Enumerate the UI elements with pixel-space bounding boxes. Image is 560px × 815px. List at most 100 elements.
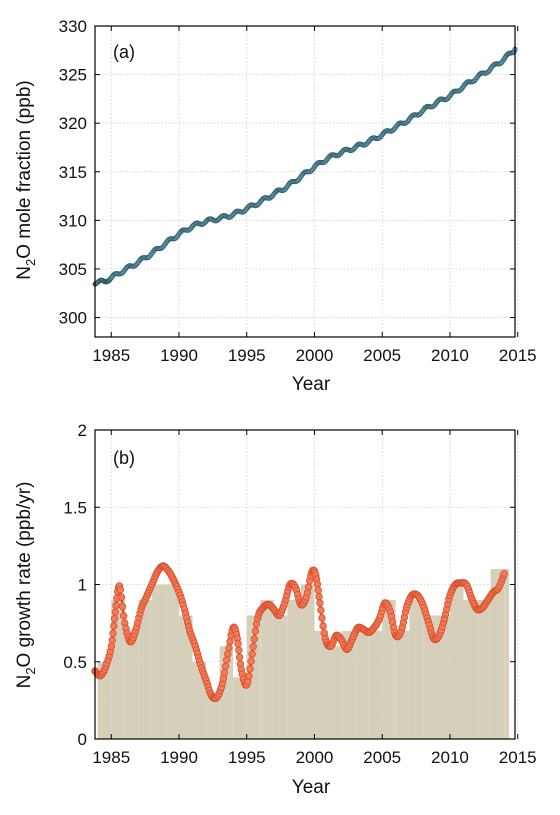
growth-rate-point — [225, 644, 233, 652]
growth-rate-point — [316, 599, 324, 607]
panel-b-y-axis-label-subscript: 2 — [23, 667, 38, 674]
annual-growth-bar — [422, 615, 437, 739]
panel-b-x-ticks: 1985 1990 1995 2000 2005 2010 2015 — [92, 430, 537, 767]
panel-a-x-ticks: 1985 1990 1995 2000 2005 2010 2015 — [92, 26, 537, 365]
annual-growth-bar — [124, 630, 139, 739]
y-tick-label: 2 — [78, 421, 87, 440]
panel-a-plot-frame — [94, 25, 516, 338]
y-tick-label: 320 — [59, 114, 87, 133]
annual-growth-bar — [504, 569, 509, 739]
growth-rate-point — [314, 586, 322, 594]
annual-growth-bar — [179, 615, 193, 739]
growth-rate-point — [249, 643, 257, 651]
growth-rate-point — [109, 629, 117, 637]
x-tick-label: 2010 — [431, 748, 469, 767]
growth-rate-point — [234, 640, 242, 648]
x-tick-label: 1985 — [92, 748, 130, 767]
panel-a-series — [92, 46, 518, 287]
growth-rate-point — [108, 636, 116, 644]
growth-rate-point — [245, 672, 253, 680]
panel-b-growth-rate-chart: 1985 1990 1995 2000 2005 2010 2015 0 0.5 1 1.5 2 (… — [14, 421, 537, 798]
x-tick-label: 2010 — [431, 346, 469, 365]
annual-growth-bar — [260, 600, 274, 739]
annual-growth-bar — [206, 692, 220, 739]
growth-rate-point — [235, 653, 244, 661]
annual-growth-bar — [300, 584, 315, 739]
y-tick-label: 300 — [59, 309, 87, 328]
y-tick-label: 310 — [59, 211, 87, 230]
x-tick-label: 2015 — [499, 346, 537, 365]
y-tick-label: 1 — [78, 576, 87, 595]
y-tick-label: 330 — [59, 17, 87, 36]
growth-rate-point — [319, 622, 327, 630]
growth-rate-point — [116, 586, 125, 594]
x-tick-label: 2000 — [296, 748, 334, 767]
x-tick-label: 2015 — [499, 748, 537, 767]
y-tick-label: 0.5 — [63, 653, 87, 672]
panel-b-y-axis-label-n: N — [14, 675, 35, 689]
x-tick-label: 1990 — [160, 748, 198, 767]
panel-a-y-axis-label: N2O mole fraction (ppb) — [14, 80, 38, 279]
growth-rate-point — [318, 614, 326, 622]
x-tick-label: 1985 — [92, 346, 130, 365]
panel-b-label: (b) — [113, 448, 135, 468]
panel-b-monthly-series — [91, 562, 508, 703]
panel-a-y-ticks: 300 305 310 315 320 325 330 — [59, 17, 515, 328]
panel-a-plot-background — [95, 26, 515, 337]
y-tick-label: 1.5 — [63, 498, 87, 517]
growth-rate-point — [500, 570, 508, 578]
growth-rate-point — [313, 580, 322, 588]
annual-growth-bar — [233, 677, 247, 739]
annual-growth-bar — [328, 646, 342, 739]
growth-rate-point — [220, 668, 229, 677]
growth-rate-point — [117, 593, 126, 601]
growth-rate-point — [246, 665, 254, 673]
annual-growth-bar — [409, 600, 423, 739]
growth-rate-point — [315, 592, 323, 601]
growth-rate-point — [221, 662, 230, 670]
annual-growth-bar — [273, 615, 288, 739]
panel-b-y-axis-label-rest: O growth rate (ppb/yr) — [14, 482, 35, 668]
growth-rate-point — [251, 627, 260, 635]
annual-growth-bar — [368, 630, 383, 739]
x-tick-label: 1995 — [228, 748, 266, 767]
x-tick-label: 2005 — [363, 748, 401, 767]
annual-growth-bar — [395, 630, 410, 739]
growth-rate-point — [317, 606, 325, 614]
panel-a-mole-fraction-chart: 1985 1990 1995 2000 2005 2010 2015 300 305 310 31… — [14, 17, 537, 395]
y-tick-label: 0 — [78, 730, 87, 749]
annual-growth-bar — [314, 630, 328, 739]
panel-b-y-axis-label: N2O growth rate (ppb/yr) — [14, 482, 38, 689]
x-tick-label: 1995 — [228, 346, 266, 365]
x-tick-label: 2000 — [296, 346, 334, 365]
annual-growth-bar — [97, 661, 112, 740]
annual-growth-bar — [355, 630, 369, 739]
growth-rate-point — [222, 656, 231, 664]
x-tick-label: 1990 — [160, 346, 198, 365]
panel-a-y-axis-label-subscript: 2 — [23, 259, 38, 266]
growth-rate-point — [107, 642, 115, 650]
annual-growth-bar — [436, 615, 450, 739]
y-tick-label: 315 — [59, 163, 87, 182]
panel-a-y-axis-label-n: N — [14, 266, 35, 280]
growth-rate-point — [111, 608, 119, 616]
annual-growth-bar — [287, 600, 301, 739]
growth-rate-point — [247, 657, 255, 665]
panel-a-y-axis-label-rest: O mole fraction (ppb) — [14, 80, 35, 258]
growth-rate-point — [226, 637, 234, 646]
panel-b-y-ticks: 0 0.5 1 1.5 2 — [63, 421, 515, 749]
growth-rate-point — [235, 646, 243, 654]
growth-rate-point — [248, 650, 256, 658]
y-tick-label: 325 — [59, 66, 87, 85]
annual-growth-bar — [341, 630, 356, 739]
y-tick-label: 305 — [59, 260, 87, 279]
panel-a-label: (a) — [113, 42, 135, 62]
x-tick-label: 2005 — [363, 346, 401, 365]
growth-rate-point — [119, 612, 128, 620]
growth-rate-point — [112, 601, 120, 610]
growth-rate-point — [250, 635, 258, 643]
growth-rate-point — [304, 583, 313, 591]
growth-rate-point — [118, 602, 127, 611]
annual-growth-bar — [490, 569, 505, 739]
